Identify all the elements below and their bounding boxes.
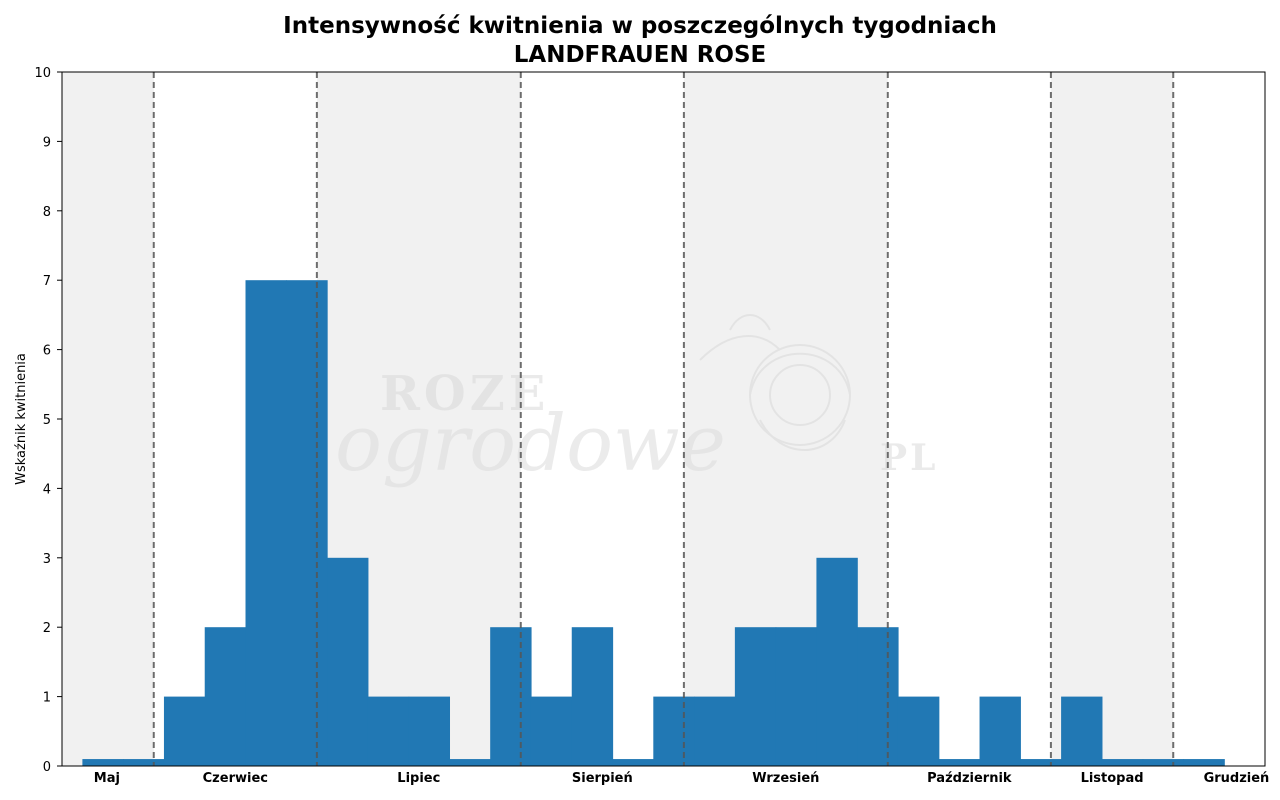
y-tick-label: 4	[43, 482, 51, 497]
month-dividers	[152, 72, 1175, 766]
month-shade	[62, 72, 154, 766]
bar	[449, 759, 491, 766]
bar	[82, 759, 124, 766]
watermark-text-suffix: PL	[880, 437, 938, 479]
bar	[327, 557, 369, 766]
chart-subtitle: LANDFRAUEN ROSE	[513, 42, 767, 68]
bar	[1142, 759, 1185, 766]
bar	[612, 759, 654, 766]
y-tick-label: 1	[43, 691, 51, 706]
bar	[938, 759, 981, 766]
bar	[694, 696, 736, 766]
bar	[163, 696, 206, 766]
month-label: Listopad	[1081, 771, 1144, 786]
bar	[123, 759, 165, 766]
y-tick-label: 9	[43, 135, 51, 150]
y-tick-label: 8	[43, 205, 51, 220]
rose-flower-icon	[699, 314, 851, 451]
bar	[1183, 759, 1225, 766]
bar	[734, 627, 777, 766]
y-tick-label: 5	[43, 413, 51, 428]
bar	[897, 696, 940, 766]
bar	[530, 696, 573, 766]
watermark-text-top: ROZE	[380, 366, 549, 422]
month-label: Maj	[94, 771, 120, 786]
y-tick-label: 0	[43, 760, 51, 775]
bar	[1061, 696, 1103, 766]
y-tick-label: 6	[43, 344, 51, 359]
y-axis-label: Wskaźnik kwitnienia	[14, 353, 29, 485]
bar	[1101, 759, 1144, 766]
month-label: Październik	[927, 771, 1012, 786]
month-label: Lipiec	[397, 771, 440, 786]
watermark-text-main: ogrodowe	[335, 399, 726, 489]
bar	[204, 627, 247, 766]
bar	[408, 696, 451, 766]
y-tick-label: 3	[43, 552, 51, 567]
month-labels: Maj Czerwiec Lipiec Sierpień Wrzesień Paździe…	[94, 771, 1270, 786]
bar	[653, 696, 695, 766]
bar	[857, 627, 899, 766]
y-tick-label: 10	[34, 66, 51, 81]
bar	[979, 696, 1021, 766]
month-label: Grudzień	[1204, 771, 1270, 786]
bar	[1020, 759, 1062, 766]
month-label: Wrzesień	[752, 771, 819, 786]
bar	[245, 280, 287, 766]
bar	[367, 696, 410, 766]
month-shade	[1050, 72, 1174, 766]
y-axis: 0 1 2 3 4 5 6 7 8 9 10	[34, 66, 62, 775]
watermark-logo: ROZE ogrodowe PL	[335, 314, 938, 489]
y-tick-label: 7	[43, 274, 51, 289]
chart-title: Intensywność kwitnienia w poszczególnych…	[283, 13, 997, 39]
y-tick-label: 2	[43, 621, 51, 636]
bar	[490, 627, 532, 766]
bar	[775, 627, 818, 766]
month-label: Sierpień	[572, 771, 633, 786]
bar-series	[82, 280, 1225, 766]
bar	[286, 280, 328, 766]
month-label: Czerwiec	[203, 771, 268, 786]
bar	[816, 557, 858, 766]
bar	[571, 627, 614, 766]
